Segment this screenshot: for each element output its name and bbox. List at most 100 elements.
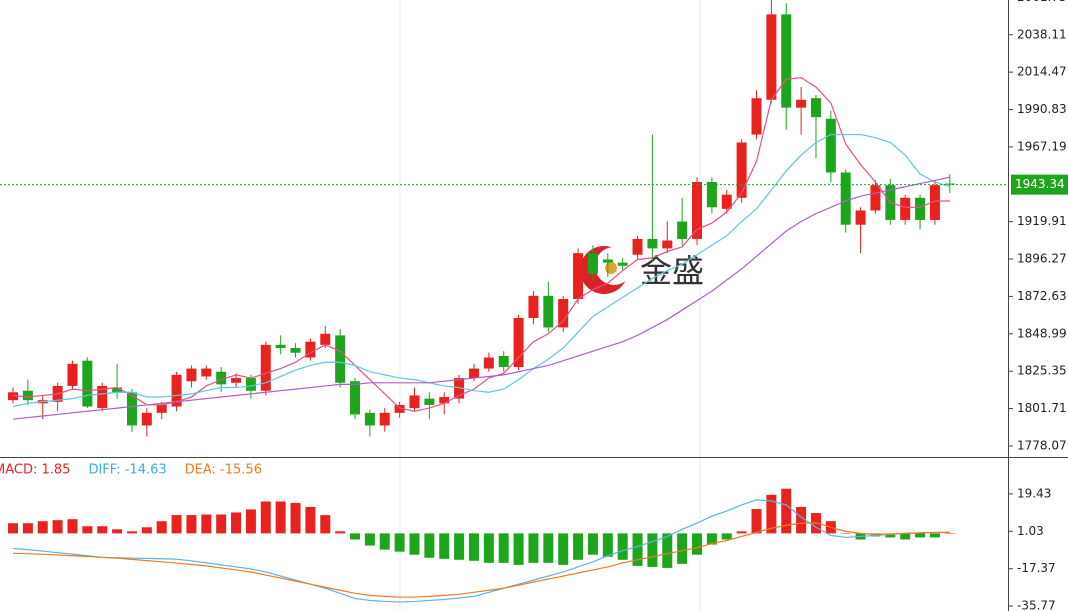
macd-bar (320, 515, 331, 534)
candle-body (573, 253, 584, 299)
candle-body (721, 194, 732, 209)
candle-body (706, 181, 717, 208)
macd-bar (52, 520, 63, 534)
macd-bar (67, 519, 78, 534)
macd-bar (231, 512, 242, 534)
candle-body (617, 262, 628, 266)
candle-body (394, 404, 405, 413)
candle-body (245, 378, 256, 391)
macd-bar (126, 531, 137, 534)
macd-bar (439, 533, 450, 559)
y-tick-label: 1848.99 (1017, 326, 1067, 340)
y-tick-label: 1825.35 (1017, 364, 1067, 378)
y-tick-label: 1.03 (1017, 524, 1044, 538)
legend-entry: MACD: 1.85 (0, 463, 70, 478)
macd-bar (662, 533, 673, 568)
candle-body (498, 355, 509, 367)
macd-bar (260, 501, 271, 534)
macd-bar (290, 502, 301, 534)
candle-body (231, 378, 242, 383)
macd-bar (394, 533, 405, 552)
macd-bar (305, 506, 316, 534)
candle-body (558, 298, 569, 328)
candle-body (602, 259, 613, 263)
candle-body (22, 390, 33, 401)
macd-bar (766, 494, 777, 534)
candle-body (543, 295, 554, 328)
candle-body (260, 344, 271, 391)
candle-body (810, 98, 821, 118)
macd-bar (201, 514, 212, 534)
macd-bar (647, 533, 658, 567)
macd-bar (543, 533, 554, 563)
candle-body (692, 181, 703, 239)
candle-body (305, 341, 316, 358)
y-tick-label: 1778.07 (1017, 438, 1067, 452)
macd-bar (186, 515, 197, 534)
candle-body (454, 378, 465, 399)
line (12, 133, 950, 408)
candle-body (915, 197, 926, 220)
line (12, 499, 950, 603)
candle-body (379, 412, 390, 426)
candle-body (112, 387, 123, 393)
candle-body (736, 142, 747, 198)
macd-bar (156, 521, 167, 534)
candle-body (468, 368, 479, 379)
line (12, 77, 950, 412)
macd-bar (632, 533, 643, 566)
candle-body (647, 238, 658, 249)
candle-body (781, 14, 792, 108)
macd-bar (483, 533, 494, 563)
candle-body (900, 197, 911, 220)
candle-body (766, 14, 777, 100)
macd-bar (706, 533, 717, 545)
candle-body (350, 381, 361, 415)
macd-bar (692, 533, 703, 555)
candle-body (855, 210, 866, 225)
candle-body (275, 344, 286, 349)
y-tick-label: -35.77 (1017, 599, 1056, 611)
macd-bar (513, 533, 524, 565)
candle-body (677, 221, 688, 239)
macd-bar (409, 533, 420, 555)
y-tick-label: 1801.71 (1017, 401, 1067, 415)
candle-body (424, 398, 435, 405)
macd-bar (602, 533, 613, 557)
macd-bar (929, 533, 940, 538)
macd-bar (840, 533, 851, 534)
candle-body (126, 392, 137, 426)
candle-body (513, 317, 524, 367)
macd-bar (528, 533, 539, 563)
macd-bar (944, 533, 955, 534)
macd-bar (468, 533, 479, 561)
macd-bar (141, 527, 152, 534)
macd-bar (245, 509, 256, 534)
y-tick-label: 19.43 (1017, 486, 1051, 500)
macd-bar (677, 533, 688, 564)
macd-bar (885, 533, 896, 538)
y-tick-label: 2061.75 (1017, 0, 1067, 4)
candle-body (97, 385, 108, 409)
macd-bar (22, 523, 33, 534)
line (12, 522, 950, 598)
candle-body (528, 295, 539, 318)
candle-body (632, 238, 643, 255)
logo-dot (605, 262, 617, 274)
macd-bar (364, 533, 375, 546)
macd-bar (97, 526, 108, 534)
candle-body (929, 185, 940, 220)
macd-bar (275, 501, 286, 534)
y-tick-label: 1896.27 (1017, 252, 1067, 266)
macd-bar (498, 533, 509, 563)
macd-bar (721, 533, 732, 540)
macd-bar (112, 529, 123, 534)
candle-body (483, 357, 494, 369)
macd-bar (617, 533, 628, 560)
last-price-label: 1943.34 (1015, 177, 1065, 191)
candle-body (141, 412, 152, 426)
candle-body (320, 333, 331, 345)
macd-bar (379, 533, 390, 550)
y-tick-label: 1919.91 (1017, 214, 1067, 228)
